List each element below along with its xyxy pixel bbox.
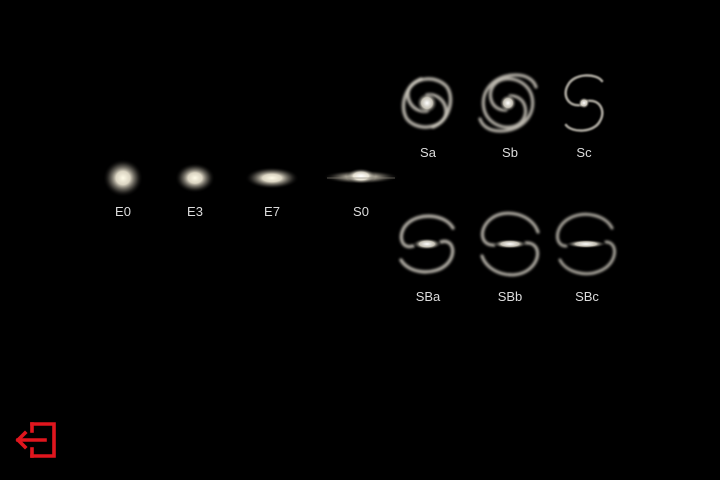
label-sbb: SBb bbox=[497, 289, 523, 304]
galaxy-e3 bbox=[175, 163, 215, 193]
label-sb: Sb bbox=[502, 145, 518, 160]
galaxy-sb bbox=[478, 73, 538, 133]
galaxy-e0 bbox=[103, 159, 143, 197]
label-s0: S0 bbox=[353, 204, 369, 219]
exit-icon bbox=[15, 422, 56, 458]
exit-button[interactable] bbox=[12, 418, 60, 462]
galaxy-e7 bbox=[245, 167, 299, 189]
label-sba: SBa bbox=[415, 289, 441, 304]
galaxy-sc bbox=[564, 74, 604, 132]
galaxy-sa bbox=[401, 77, 453, 129]
label-sc: Sc bbox=[576, 145, 592, 160]
label-sbc: SBc bbox=[575, 289, 599, 304]
galaxy-s0 bbox=[323, 168, 399, 184]
galaxy-sbb bbox=[480, 211, 540, 277]
label-e3: E3 bbox=[187, 204, 203, 219]
label-e7: E7 bbox=[264, 204, 280, 219]
label-e0: E0 bbox=[115, 204, 131, 219]
label-sa: Sa bbox=[420, 145, 436, 160]
galaxy-sba bbox=[399, 214, 455, 274]
galaxy-sbc bbox=[556, 212, 616, 276]
